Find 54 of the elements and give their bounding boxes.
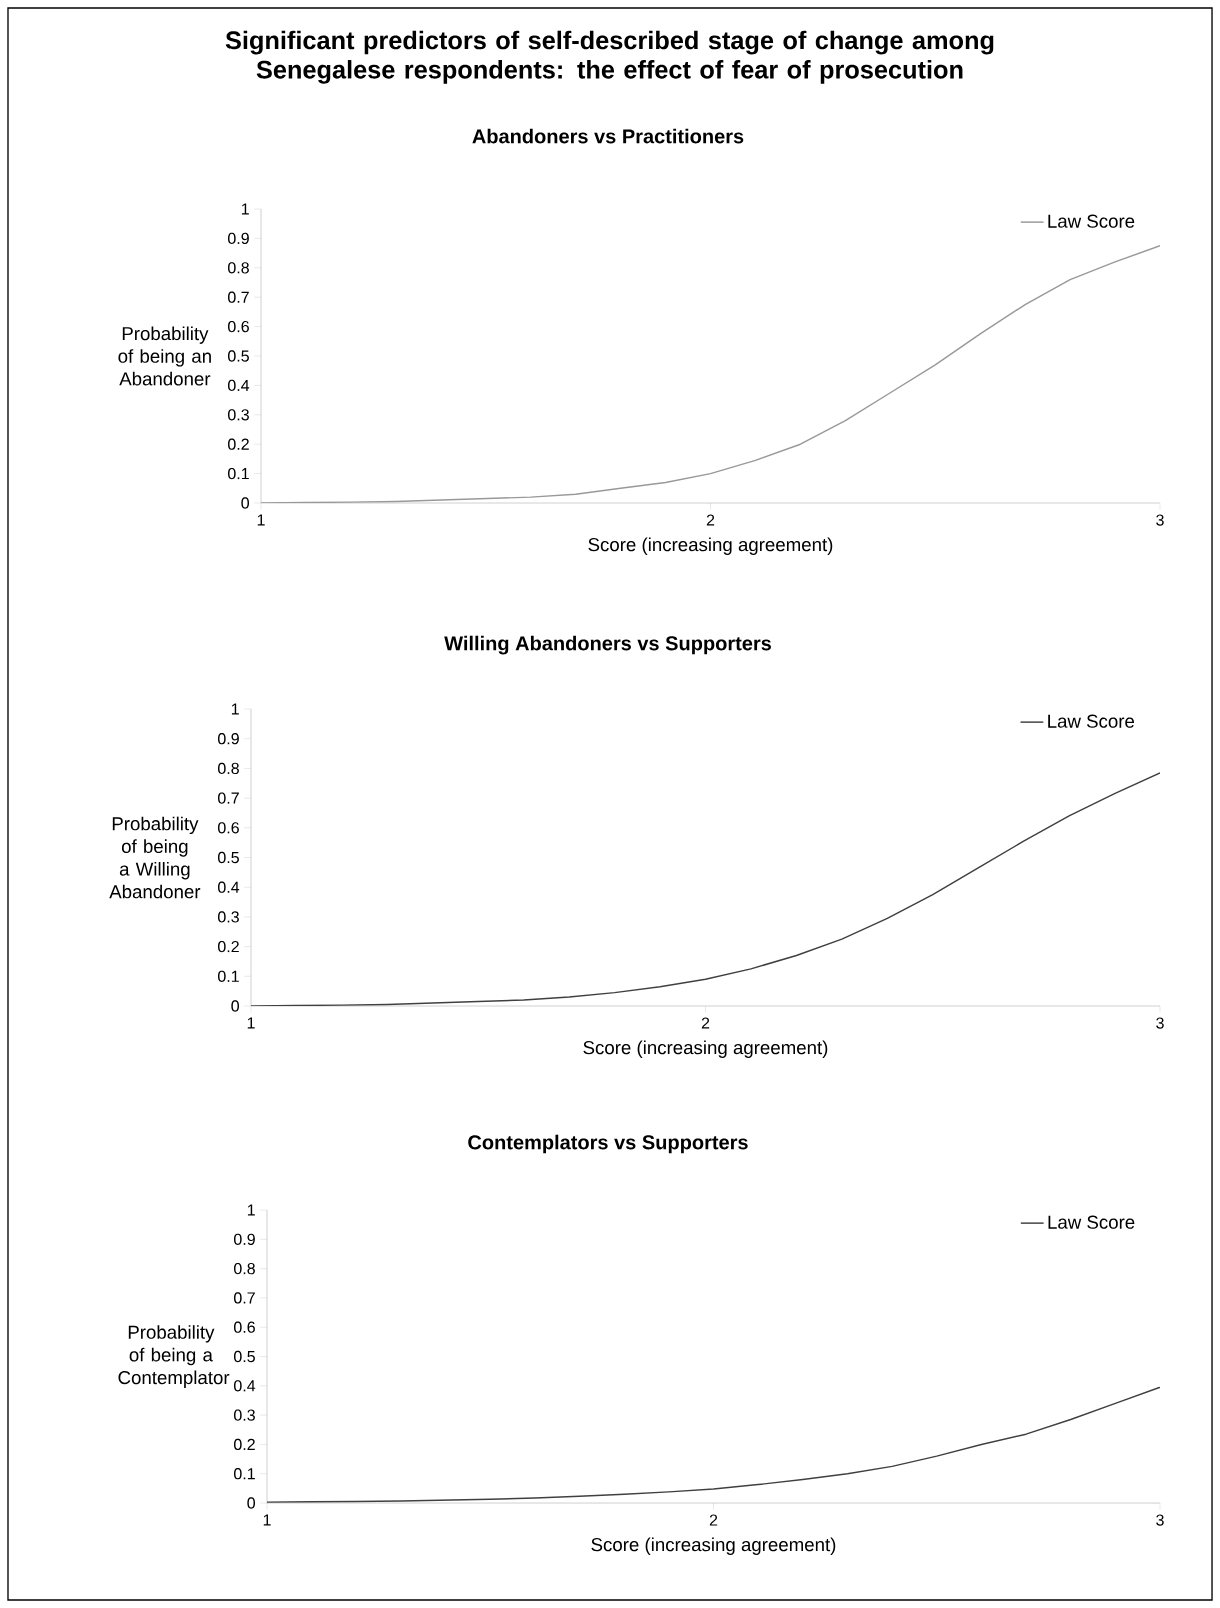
legend-label: Law Score <box>1048 714 1135 728</box>
y-tick-label: 0.6 <box>234 1321 255 1333</box>
x-axis-title: Score (increasing agreement) <box>583 1040 828 1058</box>
x-tick-label: 3 <box>1156 514 1164 526</box>
y-tick-label: 0.2 <box>228 438 249 450</box>
x-tick-label: 2 <box>706 514 715 526</box>
chart-title: Willing Abandoners vs Supporters <box>444 635 771 655</box>
y-axis-title: Probability of being a Contemplator <box>118 1325 230 1388</box>
y-tick-label: 0.3 <box>228 409 249 421</box>
y-tick-label: 0.2 <box>218 940 239 953</box>
y-tick-label: 0.7 <box>228 291 249 303</box>
y-tick-label: 0.9 <box>234 1233 255 1245</box>
x-tick-label: 1 <box>257 514 265 526</box>
y-tick-label: 0.7 <box>234 1292 255 1304</box>
y-tick-label: 0.5 <box>234 1350 255 1363</box>
y-tick-label: 0.5 <box>218 851 239 864</box>
y-tick-label: 0.8 <box>228 262 249 274</box>
y-tick-label: 0.1 <box>228 467 249 480</box>
y-tick-label: 1 <box>231 703 239 715</box>
chart-title: Significant predictors of self-described stage of change among Senegalese respondents: the effect of fear of prosecution <box>225 30 994 84</box>
y-tick-label: 1 <box>247 1204 255 1216</box>
y-tick-label: 0.8 <box>234 1262 255 1275</box>
y-tick-label: 0.3 <box>234 1409 255 1421</box>
x-axis-title: Score (increasing agreement) <box>591 1537 836 1555</box>
x-tick-label: 1 <box>263 1514 271 1526</box>
chart-title: Contemplators vs Supporters <box>468 1134 748 1154</box>
y-tick-label: 0 <box>241 497 249 509</box>
y-tick-label: 0.1 <box>218 970 239 982</box>
y-tick-label: 0.9 <box>218 733 239 745</box>
legend-label: Law Score <box>1048 214 1135 228</box>
y-tick-label: 0.4 <box>234 1380 256 1392</box>
y-tick-label: 0.4 <box>218 881 240 893</box>
legend-label: Law Score <box>1048 1215 1135 1229</box>
y-tick-label: 0.6 <box>218 822 239 834</box>
y-tick-label: 0 <box>247 1497 256 1509</box>
x-tick-label: 3 <box>1156 1514 1164 1526</box>
x-tick-label: 2 <box>709 1514 718 1526</box>
y-tick-label: 0.5 <box>228 350 249 362</box>
y-tick-label: 0.6 <box>228 320 249 333</box>
y-tick-label: 0.4 <box>228 379 250 392</box>
y-tick-label: 0.9 <box>228 232 249 245</box>
y-tick-label: 0 <box>231 1000 240 1012</box>
y-axis-title: Probability of being an Abandoner <box>118 326 211 386</box>
y-tick-label: 0.7 <box>218 792 239 804</box>
x-tick-label: 3 <box>1156 1017 1164 1029</box>
y-tick-label: 0.2 <box>234 1438 255 1451</box>
y-tick-label: 0.1 <box>234 1468 255 1480</box>
x-axis-title: Score (increasing agreement) <box>588 537 833 555</box>
x-tick-label: 2 <box>701 1017 710 1029</box>
chart-subtitle: Abandoners vs Practitioners <box>472 128 744 144</box>
y-axis-title: Probability of being a Willing Abandoner <box>109 816 201 899</box>
y-tick-label: 1 <box>241 203 249 215</box>
y-tick-label: 0.8 <box>218 762 239 775</box>
y-tick-label: 0.3 <box>218 911 239 923</box>
